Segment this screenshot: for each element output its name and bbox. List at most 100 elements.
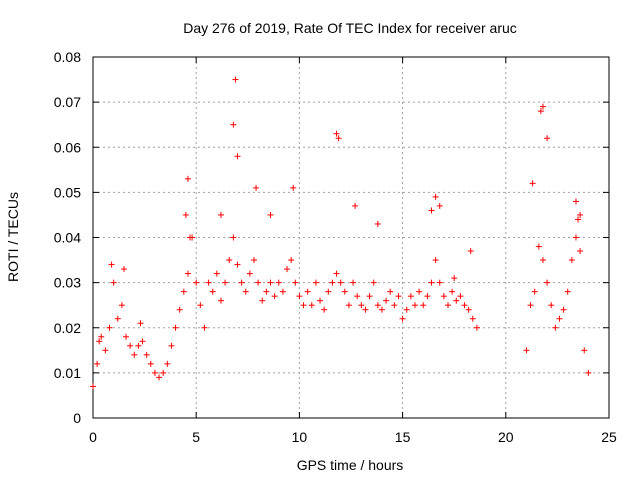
data-point [552, 324, 559, 331]
data-point [90, 383, 96, 390]
data-point [333, 270, 340, 277]
data-point [267, 211, 274, 218]
data-point [296, 293, 303, 300]
data-point [428, 207, 435, 214]
x-tick-label: 0 [89, 429, 97, 445]
data-point [317, 297, 324, 304]
axis-ticks [92, 56, 610, 419]
y-tick-label: 0.04 [54, 230, 81, 246]
data-point [556, 315, 563, 322]
data-point [539, 257, 546, 264]
data-point [572, 234, 579, 241]
data-point [445, 302, 452, 309]
data-point [370, 279, 377, 286]
data-point [374, 302, 381, 309]
data-point [539, 103, 546, 110]
data-point [118, 302, 125, 309]
data-point [131, 351, 138, 358]
data-point [242, 288, 249, 295]
data-point [156, 374, 163, 381]
data-point [451, 275, 458, 282]
data-point [108, 261, 115, 268]
data-point [428, 279, 435, 286]
data-point [120, 266, 127, 273]
data-point [253, 184, 260, 191]
data-point [399, 315, 406, 322]
data-point [461, 302, 468, 309]
data-point [544, 135, 551, 142]
data-point [292, 279, 299, 286]
data-point [424, 293, 431, 300]
data-point [137, 320, 144, 327]
data-point [230, 121, 237, 128]
data-point [250, 257, 257, 264]
data-point [531, 288, 538, 295]
data-point [234, 153, 241, 160]
grid-lines [93, 57, 609, 418]
data-point [234, 261, 241, 268]
data-point [436, 279, 443, 286]
data-point [94, 360, 101, 367]
data-point [230, 234, 237, 241]
data-point [383, 297, 390, 304]
data-point [358, 302, 365, 309]
data-point [335, 135, 342, 142]
data-point [201, 324, 208, 331]
data-point [308, 302, 315, 309]
y-tick-labels: 0 0.01 0.02 0.03 0.04 0.05 0.06 0.07 0.08 [54, 49, 81, 426]
data-point [271, 293, 278, 300]
y-tick-label: 0.07 [54, 94, 81, 110]
data-point [568, 257, 575, 264]
x-tick-label: 25 [601, 429, 617, 445]
data-point [354, 293, 361, 300]
data-point [168, 342, 175, 349]
x-axis-label: GPS time / hours [297, 457, 404, 473]
data-point [213, 270, 220, 277]
data-point [440, 293, 447, 300]
data-points [90, 76, 592, 390]
data-point [457, 293, 464, 300]
data-point [259, 297, 266, 304]
data-point [232, 76, 239, 83]
data-point [209, 288, 216, 295]
data-point [395, 293, 402, 300]
data-point [465, 306, 472, 313]
data-point [110, 279, 117, 286]
data-point [182, 211, 189, 218]
data-point [329, 279, 336, 286]
data-point [184, 175, 191, 182]
data-point [548, 302, 555, 309]
y-tick-label: 0.08 [54, 49, 81, 65]
data-point [187, 234, 194, 241]
data-point [284, 266, 291, 273]
data-point [523, 347, 530, 354]
data-point [151, 369, 158, 376]
y-axis-label: ROTI / TECUs [5, 192, 21, 282]
data-point [123, 333, 130, 340]
data-point [312, 279, 319, 286]
data-point [403, 306, 410, 313]
data-point [352, 202, 359, 209]
data-point [577, 248, 584, 255]
data-point [564, 288, 571, 295]
data-point [290, 184, 297, 191]
data-point [255, 279, 262, 286]
data-point [238, 279, 245, 286]
data-point [337, 279, 344, 286]
data-point [143, 351, 150, 358]
data-point [114, 315, 121, 322]
data-point [467, 248, 474, 255]
data-point [279, 288, 286, 295]
data-point [529, 180, 536, 187]
data-point [341, 288, 348, 295]
data-point [184, 270, 191, 277]
data-point [416, 288, 423, 295]
data-point [147, 360, 154, 367]
data-point [366, 293, 373, 300]
data-point [537, 108, 544, 115]
data-point [387, 288, 394, 295]
data-point [172, 324, 179, 331]
data-point [577, 211, 584, 218]
data-point [176, 306, 183, 313]
x-tick-label: 20 [498, 429, 514, 445]
